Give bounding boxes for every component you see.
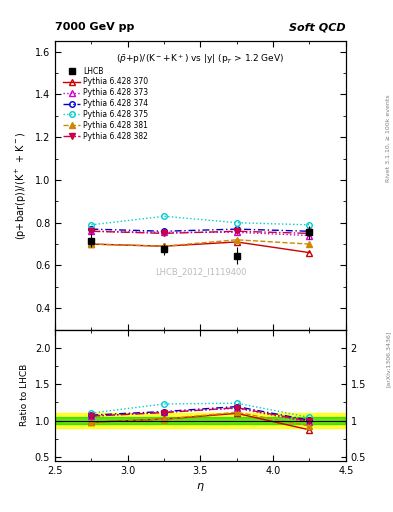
Pythia 6.428 382: [162, 230, 167, 237]
Pythia 6.428 373: [235, 229, 239, 236]
Pythia 6.428 381: [89, 241, 94, 247]
Pythia 6.428 375: [89, 222, 94, 228]
Text: Soft QCD: Soft QCD: [289, 23, 346, 32]
Pythia 6.428 373: [307, 232, 312, 239]
Pythia 6.428 375: [235, 220, 239, 226]
Pythia 6.428 370: [162, 243, 167, 249]
Line: Pythia 6.428 374: Pythia 6.428 374: [88, 226, 312, 234]
Pythia 6.428 382: [307, 230, 312, 237]
Text: Rivet 3.1.10, ≥ 100k events: Rivet 3.1.10, ≥ 100k events: [386, 94, 391, 182]
Pythia 6.428 381: [235, 237, 239, 243]
Pythia 6.428 374: [162, 228, 167, 234]
Pythia 6.428 373: [89, 228, 94, 234]
Text: 7000 GeV pp: 7000 GeV pp: [55, 23, 134, 32]
Bar: [55, 413, 346, 428]
Pythia 6.428 370: [89, 241, 94, 247]
Pythia 6.428 382: [235, 228, 239, 234]
Text: [arXiv:1306.3436]: [arXiv:1306.3436]: [386, 330, 391, 387]
Pythia 6.428 381: [162, 243, 167, 249]
Pythia 6.428 382: [89, 228, 94, 234]
Line: Pythia 6.428 375: Pythia 6.428 375: [88, 214, 312, 228]
Y-axis label: (p+bar(p))/(K$^+$ + K$^-$): (p+bar(p))/(K$^+$ + K$^-$): [14, 131, 29, 240]
Line: Pythia 6.428 381: Pythia 6.428 381: [88, 237, 312, 249]
Bar: [55, 417, 346, 424]
Pythia 6.428 374: [307, 228, 312, 234]
Pythia 6.428 375: [162, 213, 167, 219]
Line: Pythia 6.428 373: Pythia 6.428 373: [88, 228, 312, 238]
Pythia 6.428 373: [162, 229, 167, 236]
Y-axis label: Ratio to LHCB: Ratio to LHCB: [20, 364, 29, 426]
Pythia 6.428 375: [307, 222, 312, 228]
Legend: LHCB, Pythia 6.428 370, Pythia 6.428 373, Pythia 6.428 374, Pythia 6.428 375, Py: LHCB, Pythia 6.428 370, Pythia 6.428 373…: [62, 65, 150, 142]
X-axis label: $\eta$: $\eta$: [196, 481, 205, 493]
Pythia 6.428 370: [307, 249, 312, 255]
Pythia 6.428 370: [235, 239, 239, 245]
Pythia 6.428 374: [235, 226, 239, 232]
Text: LHCB_2012_I1119400: LHCB_2012_I1119400: [155, 267, 246, 276]
Text: ($\bar{p}$+p)/(K$^-$+K$^+$) vs |y| (p$_T$ > 1.2 GeV): ($\bar{p}$+p)/(K$^-$+K$^+$) vs |y| (p$_T…: [116, 53, 285, 66]
Line: Pythia 6.428 370: Pythia 6.428 370: [88, 239, 312, 255]
Pythia 6.428 374: [89, 226, 94, 232]
Line: Pythia 6.428 382: Pythia 6.428 382: [88, 228, 312, 236]
Pythia 6.428 381: [307, 241, 312, 247]
